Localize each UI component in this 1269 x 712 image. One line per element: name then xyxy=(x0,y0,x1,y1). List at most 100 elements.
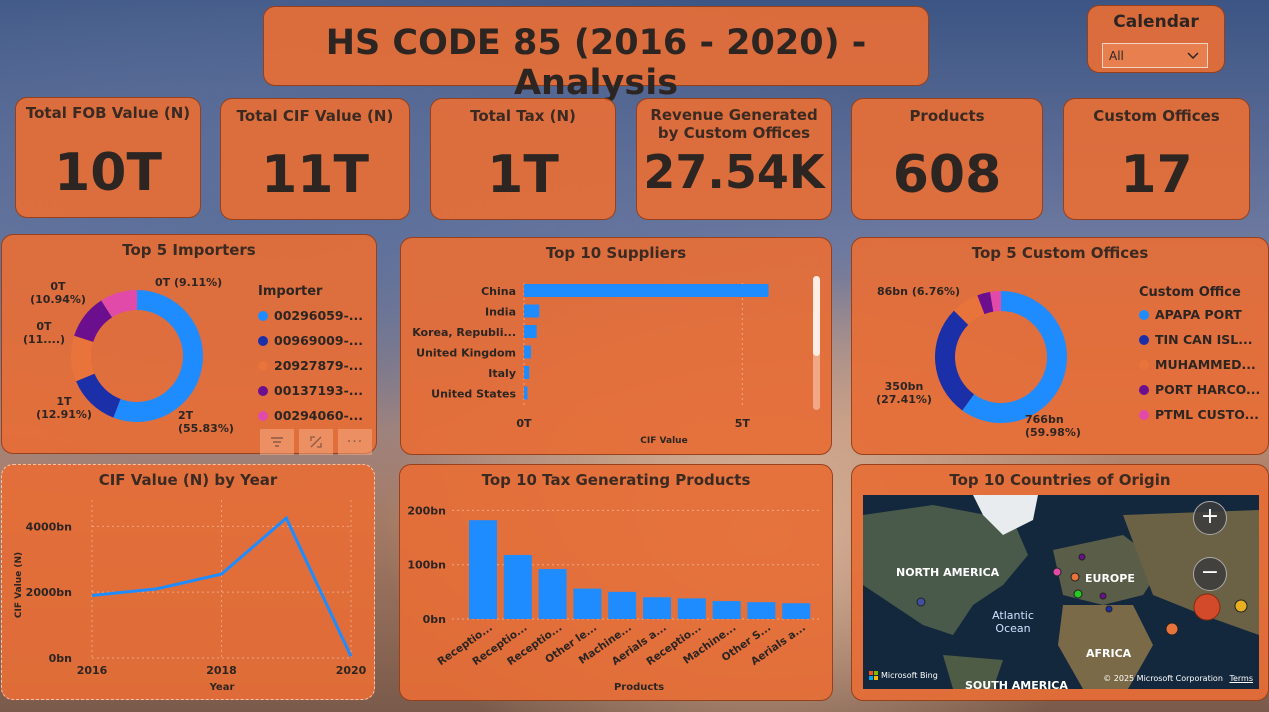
tick-label: 0bn xyxy=(423,613,446,626)
map-card[interactable]: Top 10 Countries of Origin NORTH AMERICA… xyxy=(851,464,1269,701)
bar[interactable] xyxy=(524,345,531,359)
scrollbar-thumb[interactable] xyxy=(813,276,820,356)
filter-icon[interactable] xyxy=(260,429,294,455)
zoom-out-button[interactable]: − xyxy=(1193,557,1227,591)
bar[interactable] xyxy=(643,597,671,619)
legend-item[interactable]: APAPA PORT xyxy=(1139,302,1269,327)
map-label: EUROPE xyxy=(1085,572,1135,585)
slice-label: 0T xyxy=(36,320,52,333)
legend-dot xyxy=(1139,334,1149,345)
cif-year-card[interactable]: CIF Value (N) by Year 0bn 2000bn 4000bn 201… xyxy=(1,464,375,700)
map-canvas[interactable]: NORTH AMERICA EUROPE Atlantic Ocean AFRI… xyxy=(863,495,1259,689)
kpi-label: Custom Offices xyxy=(1093,107,1220,125)
scrollbar[interactable] xyxy=(813,276,820,410)
importer-slice[interactable] xyxy=(74,300,113,342)
importer-slice[interactable] xyxy=(101,290,137,318)
bar[interactable] xyxy=(677,598,706,619)
slice-label: 766bn xyxy=(1025,413,1064,426)
office-slice[interactable] xyxy=(954,295,985,325)
bar[interactable] xyxy=(608,591,637,619)
legend-label: PORT HARCO... xyxy=(1155,382,1261,397)
legend-label: 00969009-... xyxy=(274,333,364,348)
tick-label: 2018 xyxy=(206,664,237,677)
category-label: Italy xyxy=(488,367,516,380)
chart-title: Top 10 Countries of Origin xyxy=(949,471,1171,489)
legend-item[interactable]: PTML CUSTO... xyxy=(1139,402,1269,427)
importers-legend: Importer 00296059-... 00969009-... 2092787… xyxy=(258,284,376,428)
bar[interactable] xyxy=(524,304,540,318)
slice-label: (11....) xyxy=(23,333,65,346)
legend-label: TIN CAN ISL... xyxy=(1155,332,1253,347)
kpi-value: 1T xyxy=(487,145,559,205)
legend-item[interactable]: 20927879-... xyxy=(258,353,376,378)
legend-item[interactable]: 00296059-... xyxy=(258,303,376,328)
importer-slice[interactable] xyxy=(76,373,121,418)
tick-label: 5T xyxy=(735,417,751,430)
bar[interactable] xyxy=(573,588,602,619)
cif-year-line-chart: 0bn 2000bn 4000bn 2016 2018 2020 Year CIF Value… xyxy=(14,500,367,693)
tick-label: 2016 xyxy=(77,664,108,677)
offices-card[interactable]: Top 5 Custom Offices 766bn (59.98%) 350bn(… xyxy=(851,237,1269,455)
slice-label: (27.41%) xyxy=(876,393,932,406)
bar[interactable] xyxy=(524,386,528,400)
focus-mode-icon[interactable] xyxy=(299,429,333,455)
more-options-icon[interactable]: ··· xyxy=(338,429,372,455)
slice-label: (10.94%) xyxy=(30,293,86,306)
origin-marker xyxy=(1099,592,1107,600)
page-title: HS CODE 85 (2016 - 2020) - Analysis xyxy=(325,23,867,103)
legend-item[interactable]: PORT HARCO... xyxy=(1139,377,1269,402)
africa-land xyxy=(1058,605,1153,689)
south-america-land xyxy=(943,655,1003,689)
kpi-label: Total CIF Value (N) xyxy=(236,107,394,125)
series-line[interactable] xyxy=(91,515,353,657)
legend-title: Custom Office xyxy=(1139,285,1241,300)
tick-label: 200bn xyxy=(407,504,446,517)
world-map xyxy=(863,495,1259,689)
origin-marker xyxy=(1073,589,1083,599)
importer-slice[interactable] xyxy=(71,335,95,382)
calendar-dropdown[interactable]: All xyxy=(1102,43,1208,68)
category-label: China xyxy=(481,285,516,298)
bing-brand: Microsoft Bing xyxy=(881,671,938,680)
kpi-custom-offices: Custom Offices 17 xyxy=(1063,98,1250,220)
kpi-value: 17 xyxy=(1120,145,1193,205)
importers-card[interactable]: Top 5 Importers 2T (55.83%) 1T (12.91%) 0T (1… xyxy=(1,234,377,455)
terms-link[interactable]: Terms xyxy=(1229,674,1253,683)
slice-label: 2T xyxy=(178,409,194,422)
suppliers-card[interactable]: Top 10 Suppliers China India Korea, Republ… xyxy=(400,237,832,455)
bar[interactable] xyxy=(712,601,741,619)
importer-slice[interactable] xyxy=(113,290,203,422)
kpi-label: Total Tax (N) xyxy=(470,107,576,125)
legend-dot xyxy=(1139,409,1149,420)
origin-marker xyxy=(1234,599,1248,613)
legend-item[interactable]: TIN CAN ISL... xyxy=(1139,327,1269,352)
microsoft-logo-icon xyxy=(869,671,878,680)
bar[interactable] xyxy=(524,366,530,379)
office-slice[interactable] xyxy=(990,291,1001,312)
attribution-text: © 2025 Microsoft Corporation xyxy=(1103,674,1223,683)
bar[interactable] xyxy=(538,569,567,619)
zoom-in-button[interactable]: + xyxy=(1193,501,1227,535)
tax-products-card[interactable]: Top 10 Tax Generating Products 0bn 100bn 2… xyxy=(399,464,833,701)
legend-item[interactable]: 00294060-... xyxy=(258,403,376,428)
legend-dot xyxy=(1139,384,1149,395)
bing-logo: Microsoft Bing xyxy=(869,671,938,680)
kpi-label: Revenue Generated by Custom Offices xyxy=(650,106,818,142)
bar[interactable] xyxy=(524,325,537,338)
office-slice[interactable] xyxy=(935,310,975,411)
suppliers-bar-chart: China India Korea, Republi... United Kingdo… xyxy=(412,283,769,446)
bar[interactable] xyxy=(524,284,769,297)
legend-item[interactable]: 00137193-... xyxy=(258,378,376,403)
bar[interactable] xyxy=(782,603,811,619)
office-slice[interactable] xyxy=(962,291,1067,423)
legend-label: APAPA PORT xyxy=(1155,307,1242,322)
bar[interactable] xyxy=(469,520,497,619)
bar[interactable] xyxy=(747,602,776,619)
bar[interactable] xyxy=(503,554,532,619)
north-america-land xyxy=(863,505,1028,635)
legend-item[interactable]: MUHAMMED... xyxy=(1139,352,1269,377)
office-slice[interactable] xyxy=(977,291,994,315)
legend-item[interactable]: 00969009-... xyxy=(258,328,376,353)
tick-label: 100bn xyxy=(407,559,446,572)
kpi-value: 11T xyxy=(261,145,369,205)
